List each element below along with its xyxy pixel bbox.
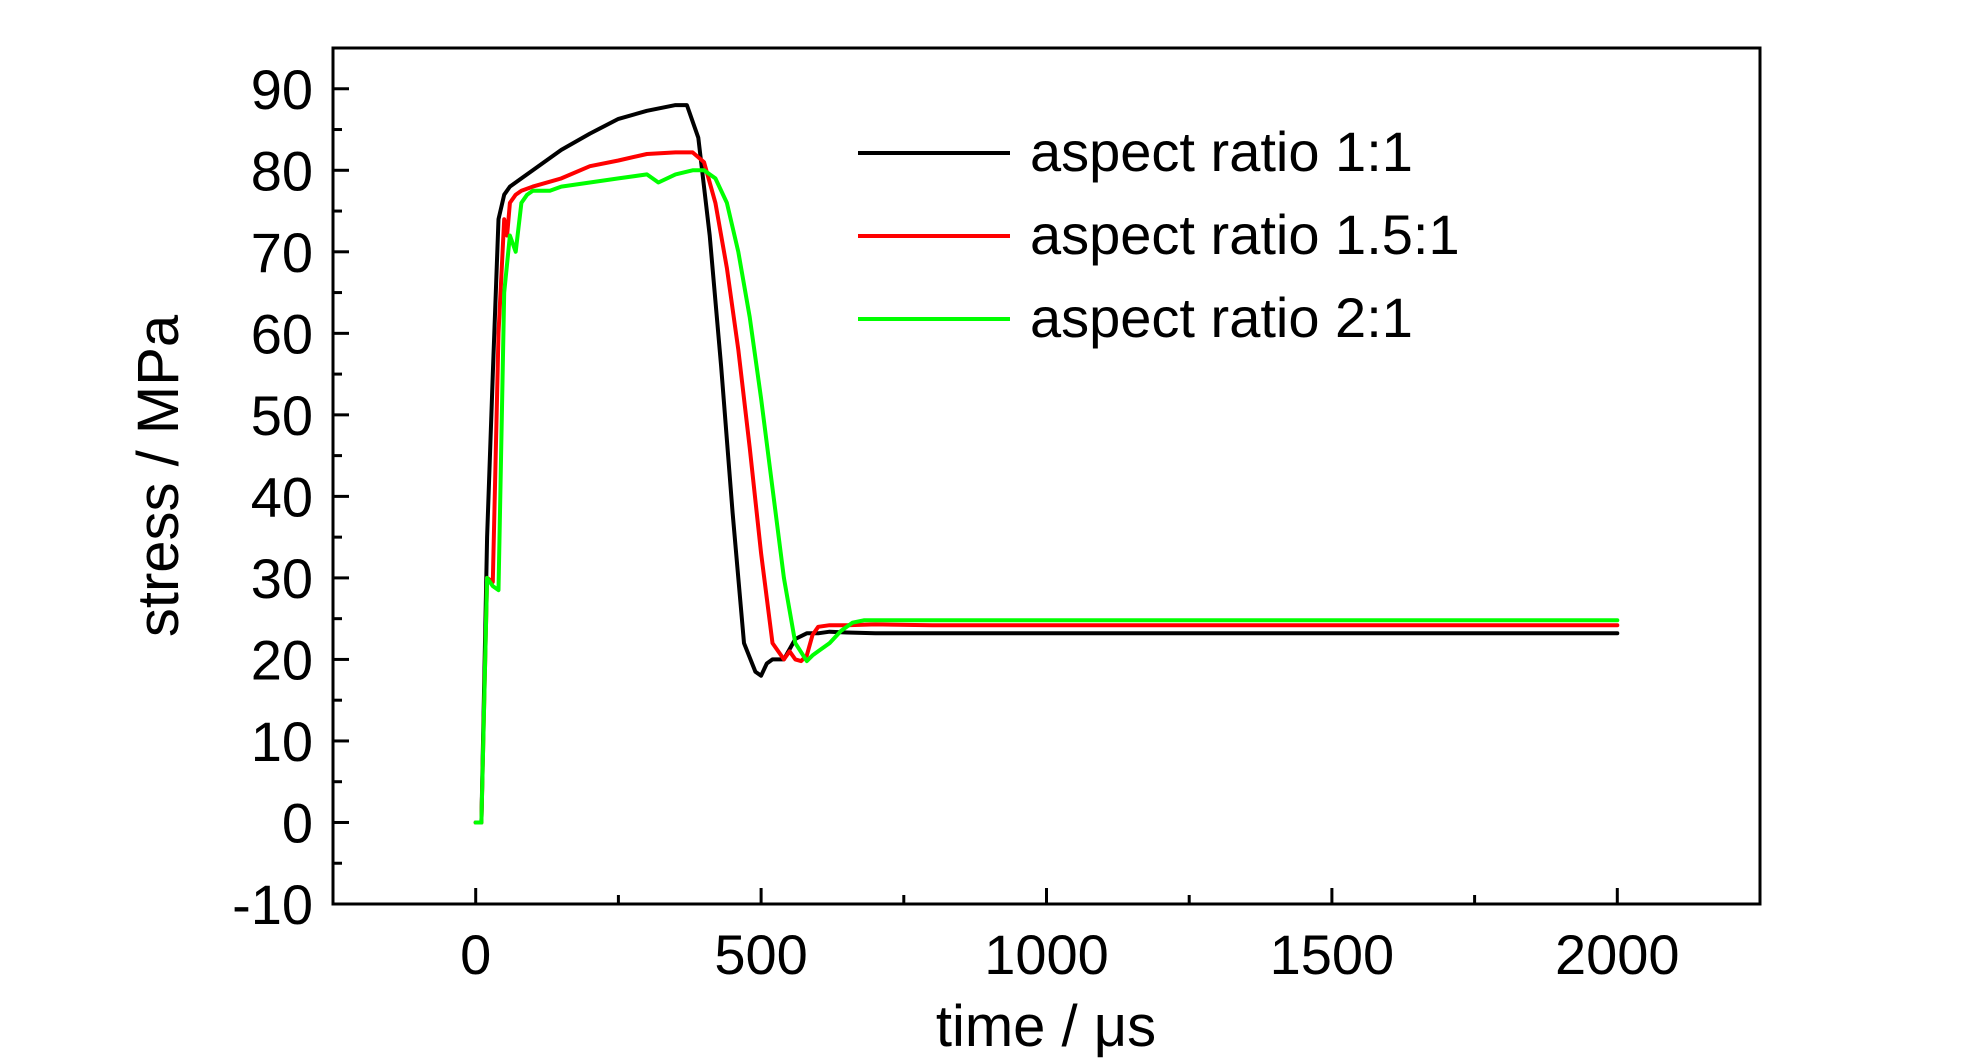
legend-label-aspect-ratio-1-1: aspect ratio 1:1 (1030, 120, 1413, 183)
series-line-aspect-ratio-1-5-1 (473, 150, 1620, 825)
x-tick-label: 0 (460, 923, 491, 986)
legend-label-aspect-ratio-1-5-1: aspect ratio 1.5:1 (1030, 203, 1460, 266)
y-tick-label: 30 (251, 547, 313, 610)
y-tick-label: 50 (251, 384, 313, 447)
y-axis-title: stress / MPa (126, 314, 191, 637)
y-tick-label: 40 (251, 465, 313, 528)
x-tick-label: 500 (714, 923, 807, 986)
y-tick-label: 90 (251, 58, 313, 121)
series-line-aspect-ratio-2-1 (473, 168, 1620, 825)
y-tick-label: -10 (232, 873, 313, 936)
y-tick-label: 0 (282, 791, 313, 854)
x-tick-label: 1500 (1270, 923, 1395, 986)
x-axis-title: time / μs (936, 994, 1156, 1059)
legend: aspect ratio 1:1 aspect ratio 1.5:1 aspect… (858, 120, 1460, 349)
x-tick-label: 1000 (984, 923, 1109, 986)
x-axis-ticks: 0 500 1000 1500 2000 (460, 888, 1680, 986)
y-tick-label: 80 (251, 139, 313, 202)
series-lines (473, 103, 1620, 825)
y-tick-label: 10 (251, 710, 313, 773)
y-tick-label: 70 (251, 221, 313, 284)
series-line-aspect-ratio-1-1 (473, 103, 1620, 825)
legend-label-aspect-ratio-2-1: aspect ratio 2:1 (1030, 286, 1413, 349)
y-axis-ticks: -10 0 10 20 30 40 50 60 70 80 90 (232, 58, 349, 936)
x-tick-label: 2000 (1555, 923, 1680, 986)
y-tick-label: 60 (251, 302, 313, 365)
y-tick-label: 20 (251, 628, 313, 691)
